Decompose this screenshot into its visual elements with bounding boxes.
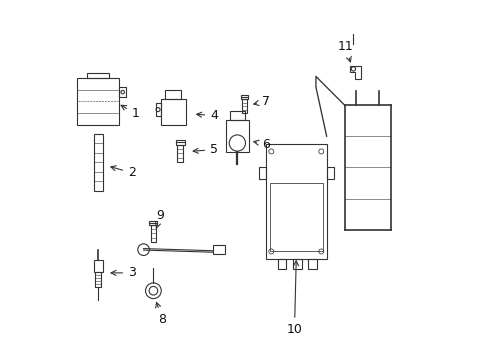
Bar (213, 246, 224, 254)
Bar (225, 120, 248, 152)
Bar (87, 73, 108, 78)
Bar (265, 144, 326, 258)
Bar (93, 134, 102, 191)
Bar (258, 167, 265, 179)
Text: 5: 5 (193, 143, 218, 156)
Bar (175, 140, 184, 145)
Bar (93, 260, 102, 272)
Text: 3: 3 (111, 266, 136, 279)
Bar (164, 90, 181, 99)
Text: 8: 8 (156, 302, 166, 326)
Bar (149, 221, 157, 225)
Text: 9: 9 (155, 209, 164, 228)
Bar (292, 258, 301, 269)
Bar (150, 225, 156, 242)
Text: 2: 2 (111, 166, 136, 179)
Bar (307, 258, 316, 269)
Text: 7: 7 (253, 95, 269, 108)
Bar (177, 145, 183, 162)
Bar (240, 95, 248, 99)
Text: 6: 6 (253, 138, 269, 151)
Bar (326, 167, 333, 179)
Text: 10: 10 (286, 261, 302, 336)
Text: 11: 11 (337, 40, 352, 62)
Text: 1: 1 (121, 105, 139, 120)
Bar (77, 78, 119, 125)
Bar (269, 183, 323, 251)
Bar (277, 258, 286, 269)
Bar (95, 272, 101, 287)
Bar (229, 111, 244, 120)
Bar (155, 103, 160, 116)
Bar (119, 87, 125, 97)
Text: 4: 4 (196, 109, 218, 122)
Bar (160, 99, 185, 125)
Bar (242, 99, 246, 113)
